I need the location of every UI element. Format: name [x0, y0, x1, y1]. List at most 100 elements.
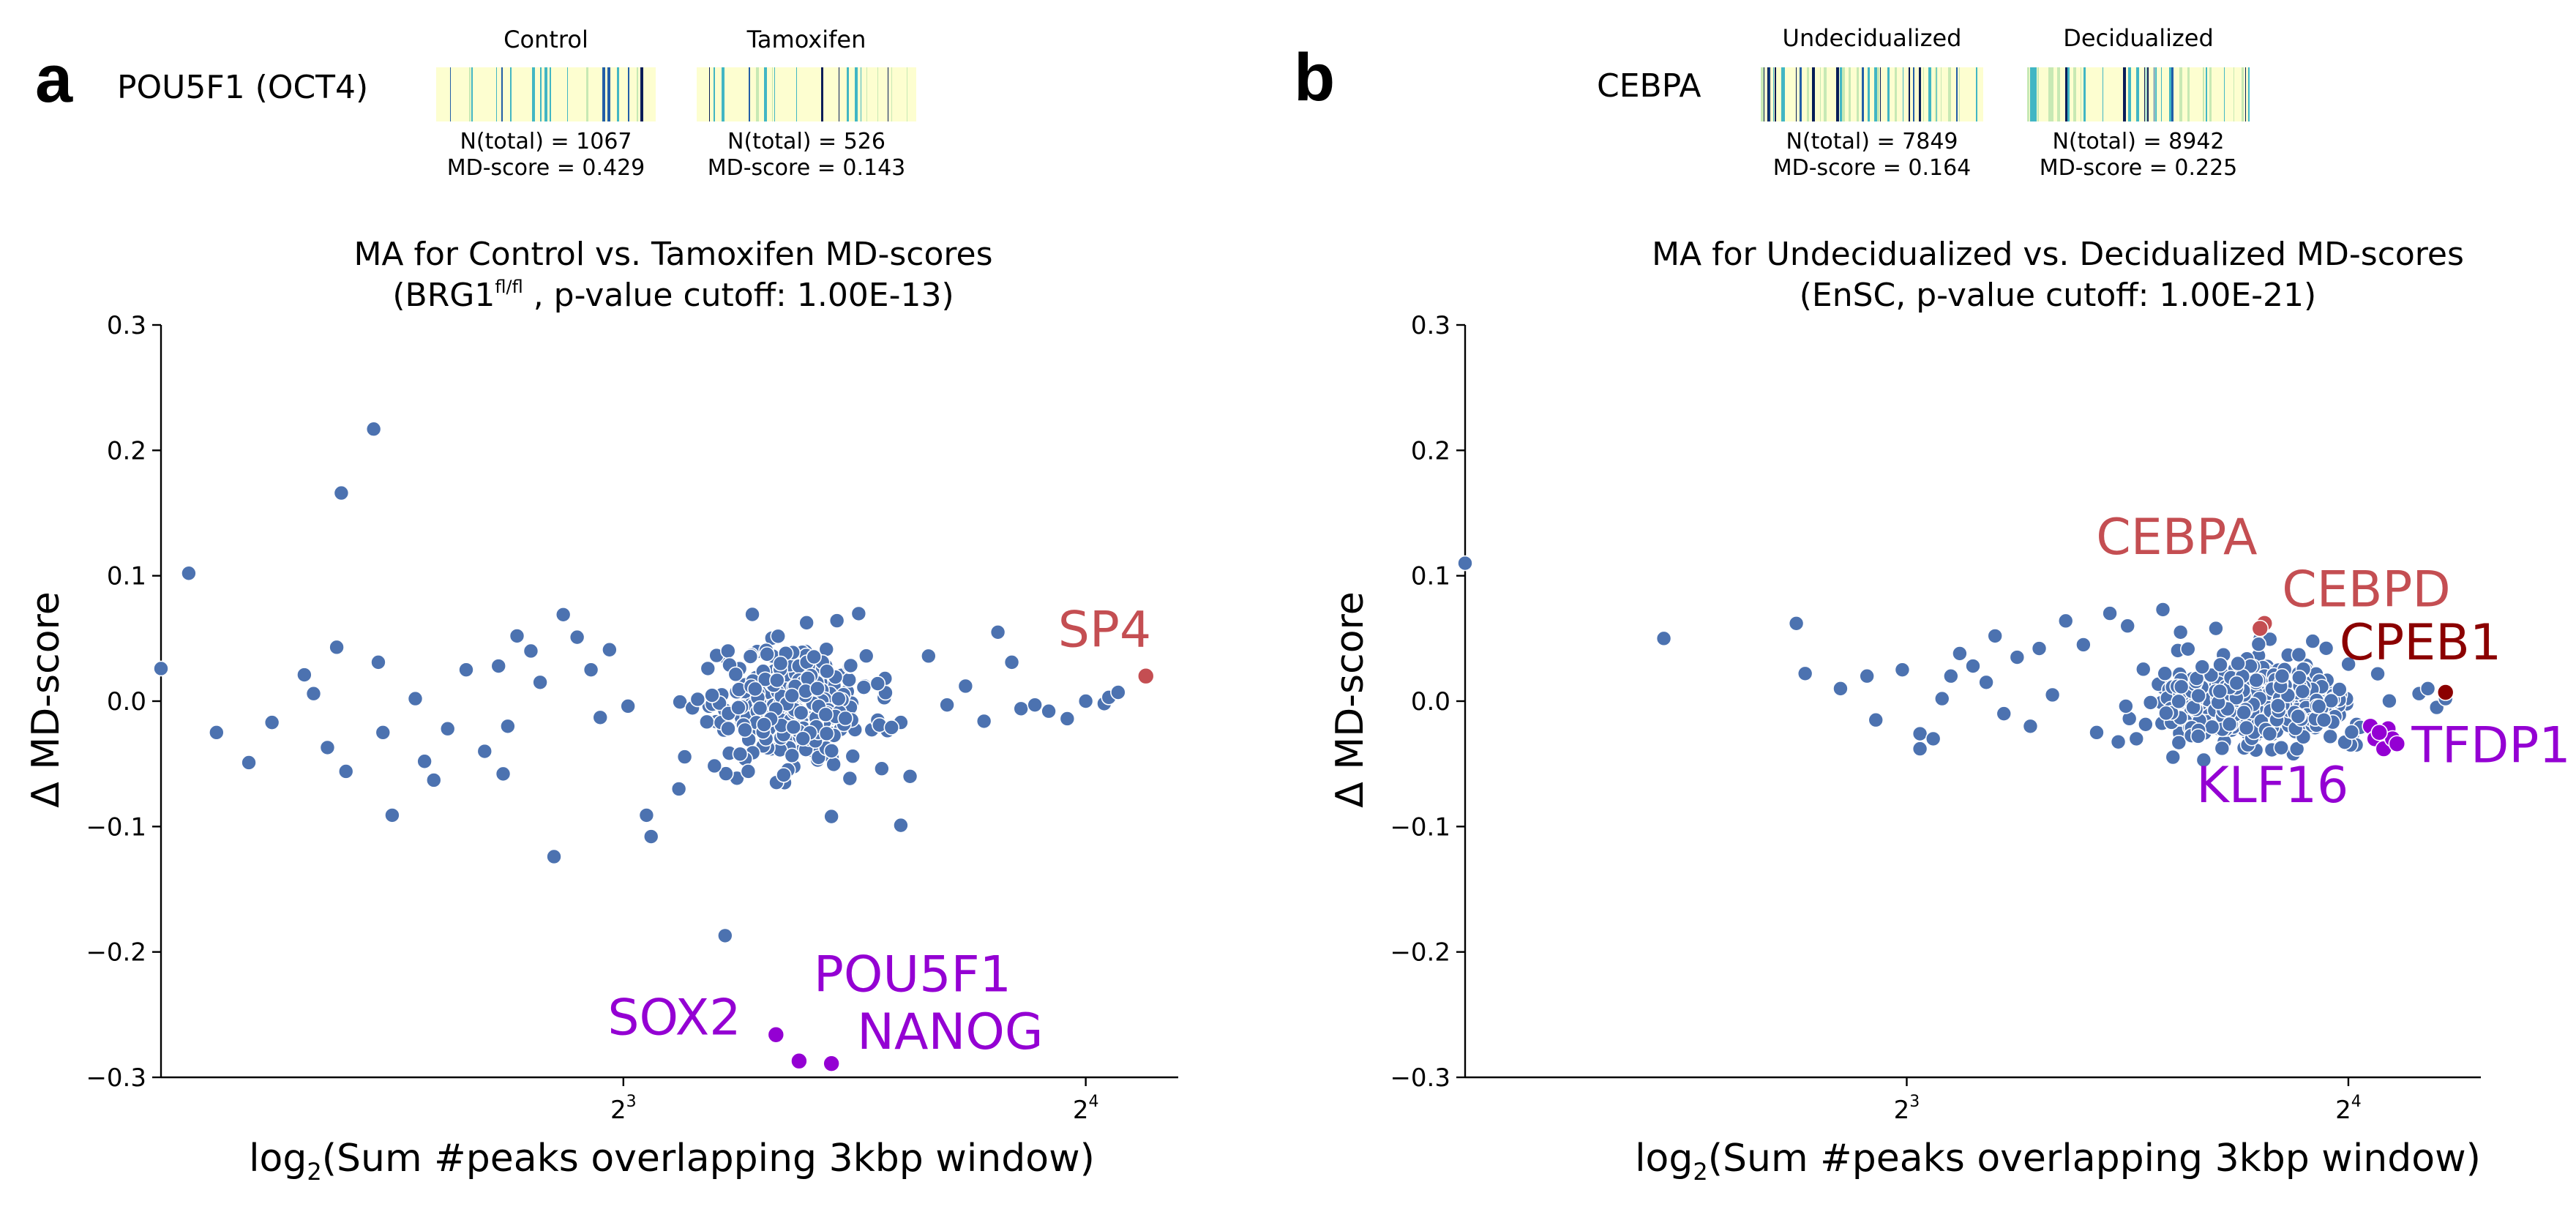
heatmap-stripe	[2048, 67, 2051, 121]
y-tick-label: −0.1	[1390, 812, 1450, 842]
heatmap-stripe	[764, 67, 767, 121]
highlight-label: NANOG	[857, 1003, 1043, 1061]
heatmap-stripe	[617, 67, 619, 121]
x-tick-label: 23	[1894, 1093, 1920, 1125]
heatmap-stripe	[1959, 67, 1960, 121]
heatmap-stripe	[1956, 67, 1958, 121]
panel-letter-b: b	[1294, 40, 1336, 115]
heatmap-stripe	[1824, 67, 1827, 121]
data-point	[2102, 605, 2118, 621]
heatmap-stripe	[866, 67, 867, 121]
heatmap-stripe	[891, 67, 892, 121]
data-point	[676, 749, 693, 765]
data-point	[333, 485, 350, 501]
data-point	[2310, 698, 2327, 715]
heatmap-stripe	[2206, 67, 2207, 121]
data-point	[874, 760, 890, 777]
data-point	[893, 817, 909, 834]
data-point	[1859, 667, 1875, 684]
data-point	[602, 641, 618, 658]
heatmap-stripe	[1857, 67, 1859, 121]
heatmap-stripe	[1820, 67, 1821, 121]
x-tick-label: 23	[610, 1093, 637, 1125]
y-tick-label: −0.2	[1390, 938, 1450, 968]
data-point	[2228, 675, 2245, 692]
data-point	[2194, 659, 2211, 675]
data-point	[2119, 618, 2136, 635]
data-point	[2171, 734, 2187, 751]
data-point	[2332, 681, 2348, 697]
data-point	[921, 648, 937, 665]
data-point	[2221, 716, 2238, 733]
data-point	[2110, 733, 2127, 750]
heatmap-stripe	[2245, 67, 2246, 121]
chart-title-line2-suffix: , p-value cutoff: 1.00E-13)	[523, 277, 954, 314]
data-point	[1987, 628, 2003, 644]
highlight-point	[823, 1055, 840, 1072]
heatmap-stripe	[2128, 67, 2131, 121]
data-point	[1457, 555, 1473, 572]
data-point	[2230, 655, 2246, 672]
data-point	[2138, 716, 2154, 733]
heatmap-stripe	[1874, 67, 1877, 121]
data-point	[1925, 730, 1942, 747]
data-point	[2118, 698, 2134, 714]
heatmap-stripe	[550, 67, 551, 121]
x-axis-label-suffix: (Sum #peaks overlapping 3kbp window)	[1708, 1137, 2481, 1181]
heatmap-stripe	[2051, 67, 2053, 121]
highlight-label: CEBPD	[2282, 561, 2450, 619]
heatmap-stripe	[2067, 67, 2070, 121]
data-point	[296, 667, 312, 683]
highlight-label: CEBPA	[2096, 509, 2257, 566]
x-axis-label-sub: 2	[1693, 1158, 1707, 1186]
data-point	[2154, 602, 2171, 618]
chart-title-line1: MA for Control vs. Tamoxifen MD-scores	[353, 236, 992, 273]
heatmap-stripe	[1775, 67, 1776, 121]
data-point	[319, 739, 336, 756]
heatmap-stripe	[1836, 67, 1839, 121]
heatmap-stripe	[1769, 67, 1770, 121]
y-tick-label: 0.1	[1411, 562, 1450, 591]
data-point	[806, 648, 822, 665]
gene-title-b: CEBPA	[1597, 67, 1701, 105]
data-point	[772, 655, 789, 672]
heatmap-stripe	[877, 67, 878, 121]
md-score-decidualized: MD-score = 0.225	[2039, 155, 2238, 181]
data-point	[1832, 681, 1849, 697]
heatmap-stripe	[796, 67, 797, 121]
x-axis-label: log2(Sum #peaks overlapping 3kbp window)	[1635, 1137, 2481, 1186]
data-point	[2173, 678, 2190, 695]
data-point	[370, 654, 386, 670]
heatmap-stripe	[2123, 67, 2126, 121]
y-tick-label: 0.2	[1411, 436, 1450, 465]
y-tick-label: 0.1	[107, 562, 146, 591]
highlight-point	[1137, 667, 1155, 685]
data-point	[2204, 719, 2220, 736]
data-point	[939, 697, 955, 713]
heatmap-stripe	[2032, 67, 2034, 121]
data-point	[2318, 640, 2334, 656]
heatmap-stripe	[1761, 67, 1764, 121]
data-point	[407, 690, 424, 707]
data-point	[1003, 654, 1020, 670]
data-point	[337, 763, 354, 779]
heatmap-stripe	[628, 67, 629, 121]
y-axis-label: Δ MD-score	[1328, 591, 1372, 808]
data-point	[2419, 681, 2436, 697]
highlight-point	[767, 1025, 785, 1044]
chart-title-line2: (EnSC, p-value cutoff: 1.00E-21)	[1800, 277, 2316, 314]
heatmap-stripe	[586, 67, 588, 121]
heatmap-stripe	[2034, 67, 2037, 121]
data-point	[263, 714, 280, 730]
data-point	[768, 672, 785, 689]
data-point	[375, 725, 392, 741]
data-point	[439, 720, 456, 737]
heatmap-stripe	[1909, 67, 1910, 121]
md-score-control: MD-score = 0.429	[446, 155, 645, 181]
data-point	[1110, 684, 1126, 700]
data-point	[730, 700, 746, 716]
data-point	[2261, 725, 2278, 742]
heatmap-stripe	[2161, 67, 2162, 121]
data-point	[902, 768, 918, 785]
heatmap-stripe	[2248, 67, 2250, 121]
